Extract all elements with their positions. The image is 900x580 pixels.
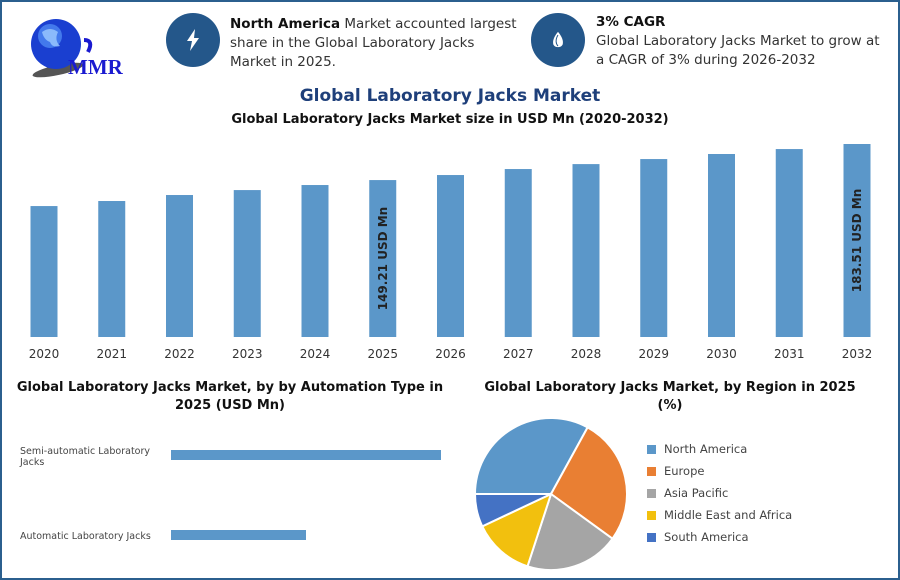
legend-swatch (647, 532, 656, 542)
bar-2027 (504, 169, 532, 337)
legend-label: North America (664, 442, 748, 456)
x-tick-label: 2022 (164, 347, 195, 361)
data-label: 183.51 USD Mn (850, 189, 864, 293)
category-label: Semi-automatic Laboratory Jacks (20, 446, 151, 468)
market-size-bar-chart: 2020 2021 2022 2023 2024 2025 149.21 USD Mn 202… (29, 144, 873, 361)
legend-label: Middle East and Africa (664, 508, 793, 522)
hbar-semi-automatic (171, 450, 441, 460)
legend-swatch (647, 488, 656, 498)
x-tick-label: 2031 (774, 347, 805, 361)
legend-item: North America (647, 438, 792, 460)
x-tick-label: 2027 (503, 347, 534, 361)
x-tick-label: 2025 (367, 347, 398, 361)
x-tick-label: 2032 (842, 347, 873, 361)
bar-2030 (708, 154, 735, 337)
legend-swatch (647, 510, 656, 520)
bar-2026 (437, 175, 464, 337)
legend-swatch (647, 444, 656, 454)
x-tick-label: 2029 (638, 347, 669, 361)
bar-2029 (640, 159, 668, 337)
pie-legend: North America Europe Asia Pacific Middle Ea… (647, 438, 792, 548)
region-chart-title: Global Laboratory Jacks Market, by Regio… (484, 380, 856, 413)
legend-label: Asia Pacific (664, 486, 729, 500)
svg-text:MMR: MMR (68, 55, 124, 78)
x-tick-label: 2020 (29, 347, 60, 361)
hbar-automatic (171, 530, 306, 540)
x-tick-label: 2030 (706, 347, 737, 361)
legend-item: Europe (647, 460, 792, 482)
lightning-icon (166, 13, 220, 67)
legend-label: Europe (664, 464, 705, 478)
bar-2031 (775, 149, 803, 337)
legend-item: Middle East and Africa (647, 504, 792, 526)
mmr-logo: MMR (28, 14, 138, 78)
bar-2022 (166, 195, 193, 337)
data-label: 149.21 USD Mn (376, 207, 390, 311)
bar-2024 (301, 185, 329, 337)
info-card-cagr: 3% CAGR Global Laboratory Jacks Market to… (596, 14, 880, 68)
bar-2032 (843, 144, 871, 337)
legend-item: South America (647, 526, 792, 548)
bar-2028 (572, 164, 600, 337)
automation-chart-title: Global Laboratory Jacks Market, by by Au… (16, 380, 444, 413)
drop-icon (531, 13, 585, 67)
category-label: Automatic Laboratory Jacks (20, 531, 151, 542)
x-tick-label: 2028 (571, 347, 602, 361)
bar-chart-title: Global Laboratory Jacks Market size in U… (231, 112, 669, 127)
x-tick-label: 2021 (96, 347, 127, 361)
x-tick-label: 2026 (435, 347, 466, 361)
legend-label: South America (664, 530, 749, 544)
legend-swatch (647, 466, 656, 476)
info-card-region: North America Market accounted largest s… (230, 16, 517, 70)
globe-icon: MMR (31, 19, 124, 78)
page-title: Global Laboratory Jacks Market (299, 86, 601, 106)
x-tick-label: 2023 (232, 347, 263, 361)
bar-2020 (30, 206, 58, 337)
bar-2023 (233, 190, 261, 337)
legend-item: Asia Pacific (647, 482, 792, 504)
x-tick-label: 2024 (300, 347, 331, 361)
bar-2021 (98, 201, 126, 337)
bar-2025 (369, 180, 397, 337)
